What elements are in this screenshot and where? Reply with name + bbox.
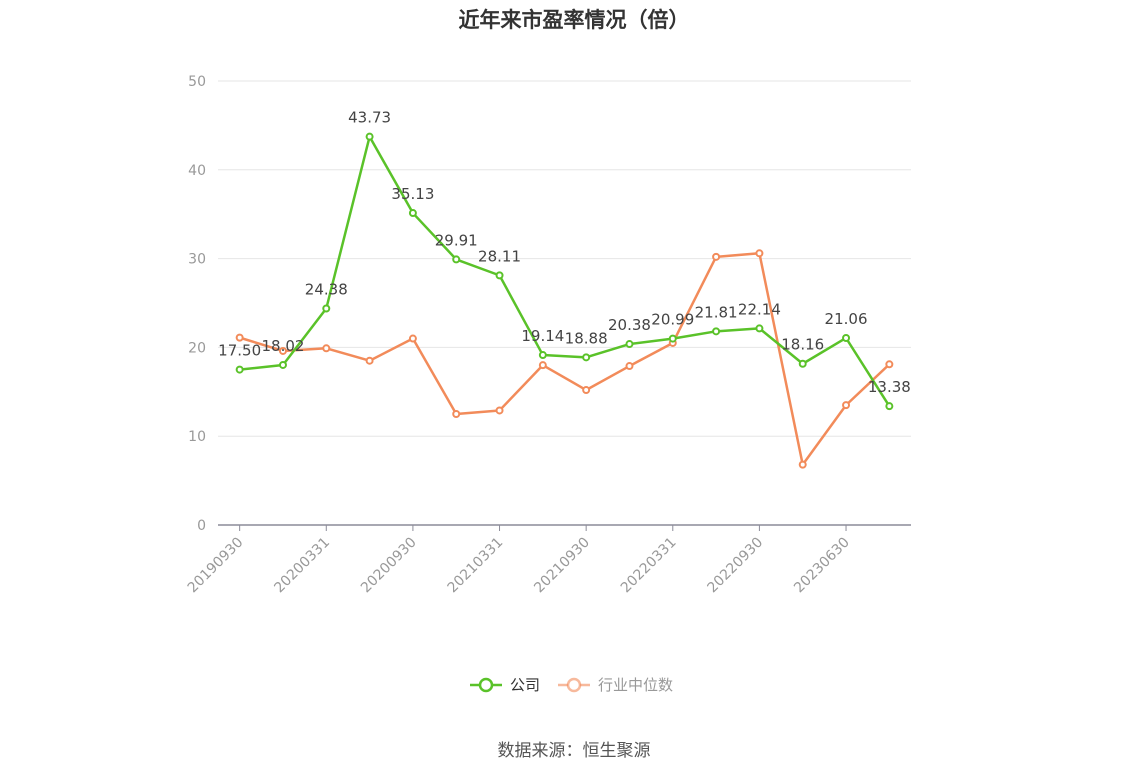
data-label: 35.13 [391, 185, 434, 203]
data-point [538, 361, 547, 370]
legend-label: 行业中位数 [598, 676, 673, 694]
x-axis: 20190930 20200331 20200930 20210331 20210930… [185, 524, 911, 597]
data-point [842, 401, 851, 410]
x-tick-label: 20200331 [271, 535, 333, 597]
data-point [322, 344, 331, 353]
data-label: 13.38 [868, 378, 911, 396]
data-point [842, 333, 851, 342]
data-label: 21.81 [695, 303, 738, 321]
x-tick-label: 20200930 [358, 535, 420, 597]
data-point [885, 360, 894, 369]
data-label: 20.38 [608, 316, 651, 334]
x-tick-label: 20210930 [531, 535, 593, 597]
data-point [235, 333, 244, 342]
data-point [278, 360, 287, 369]
y-tick-label: 20 [188, 340, 206, 356]
series-group [235, 132, 894, 469]
data-point [625, 340, 634, 349]
data-point [452, 410, 461, 418]
y-tick-label: 30 [188, 252, 206, 268]
x-tick-label: 20220930 [705, 535, 767, 597]
data-label: 19.14 [521, 327, 564, 345]
data-point [755, 249, 764, 258]
y-tick-label: 50 [188, 74, 206, 90]
data-label: 29.91 [435, 231, 478, 249]
data-point [582, 386, 591, 395]
legend-marker [478, 677, 494, 693]
legend-item[interactable]: 公司 [470, 676, 540, 694]
data-point [278, 346, 287, 355]
x-tick-label: 20230630 [791, 535, 853, 597]
x-tick-label: 20210331 [445, 535, 507, 597]
legend-item[interactable]: 行业中位数 [558, 676, 673, 694]
data-point [625, 362, 634, 371]
data-label: 18.02 [261, 337, 304, 355]
data-point [452, 255, 461, 264]
data-label: 17.50 [218, 342, 261, 360]
data-point [582, 353, 591, 362]
data-point [798, 359, 807, 368]
y-tick-label: 40 [188, 163, 206, 179]
data-point [798, 460, 807, 469]
data-source-note: 数据来源：恒生聚源 [497, 741, 651, 761]
y-tick-label: 10 [188, 429, 206, 445]
data-point [235, 365, 244, 374]
chart-title: 近年来市盈率情况（倍） [458, 8, 690, 32]
data-point [365, 132, 374, 141]
data-point [538, 351, 547, 360]
data-point [495, 271, 504, 280]
legend-label: 公司 [510, 676, 540, 694]
data-point [408, 209, 417, 218]
data-label: 20.99 [651, 311, 694, 329]
data-point [365, 356, 374, 365]
data-label: 18.16 [781, 336, 824, 354]
data-point [495, 406, 504, 415]
data-label: 18.88 [565, 329, 608, 347]
legend[interactable]: 公司 行业中位数 [470, 676, 673, 694]
x-tick-label: 20190930 [185, 535, 247, 597]
data-label: 22.14 [738, 300, 781, 318]
data-label: 21.06 [825, 310, 868, 328]
legend-marker [566, 677, 582, 693]
series-line [239, 252, 891, 466]
data-point [712, 252, 721, 261]
series-line [239, 135, 891, 407]
data-label: 28.11 [478, 247, 521, 265]
y-tick-label: 0 [197, 518, 206, 534]
data-point [668, 334, 677, 343]
x-tick-label: 20220331 [618, 535, 680, 597]
grid [218, 80, 911, 437]
y-axis: 0 10 20 30 40 50 [188, 74, 206, 534]
data-point [322, 304, 331, 313]
data-label: 43.73 [348, 109, 391, 127]
data-point [755, 324, 764, 333]
data-point [712, 327, 721, 336]
data-point [885, 402, 894, 411]
data-label: 24.38 [305, 281, 348, 299]
data-point [408, 334, 417, 343]
